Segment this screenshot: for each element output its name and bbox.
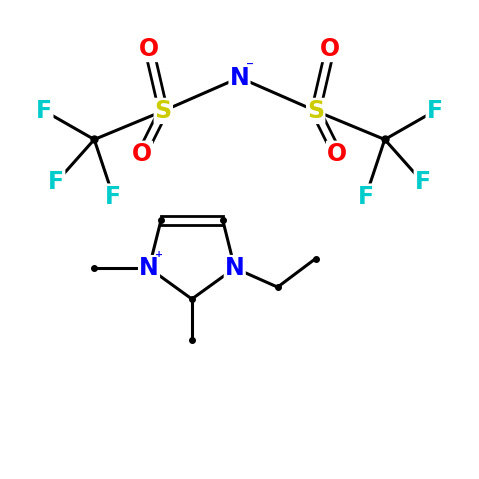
Text: F: F bbox=[415, 171, 431, 194]
Text: N: N bbox=[225, 256, 245, 280]
Text: S: S bbox=[155, 99, 172, 123]
Text: F: F bbox=[427, 99, 443, 123]
Text: N: N bbox=[139, 256, 159, 280]
Text: S: S bbox=[307, 99, 324, 123]
Text: F: F bbox=[105, 184, 121, 209]
Text: O: O bbox=[132, 142, 152, 166]
Text: F: F bbox=[358, 184, 374, 209]
Text: F: F bbox=[48, 171, 64, 194]
Text: ⁺: ⁺ bbox=[156, 250, 163, 265]
Text: O: O bbox=[320, 37, 340, 61]
Text: ⁻: ⁻ bbox=[246, 59, 254, 75]
Text: O: O bbox=[139, 37, 159, 61]
Text: F: F bbox=[36, 99, 52, 123]
Text: O: O bbox=[327, 142, 347, 166]
Text: N: N bbox=[229, 66, 250, 90]
